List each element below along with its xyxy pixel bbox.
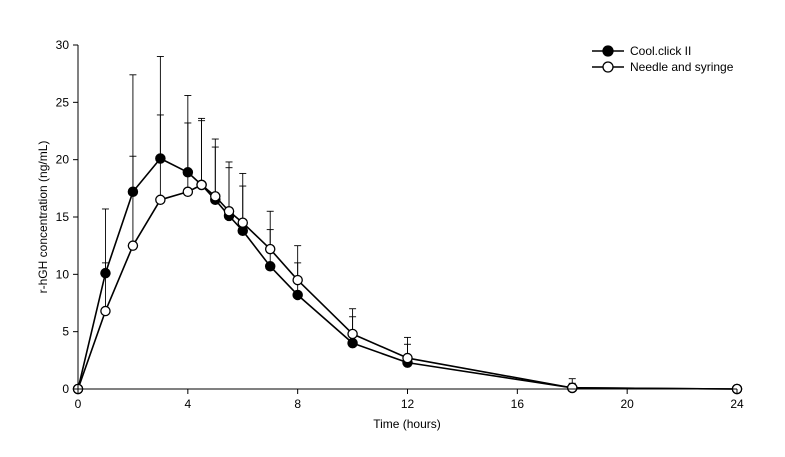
y-tick-label: 20: [56, 153, 70, 167]
x-tick-label: 8: [294, 397, 301, 411]
y-tick-label: 10: [56, 267, 70, 281]
data-point: [292, 289, 303, 301]
series-markers: [72, 153, 743, 395]
x-ticks: 0 4 8 12 16 20 24: [75, 389, 744, 411]
data-point: [223, 206, 235, 217]
data-point: [155, 194, 166, 206]
x-tick-label: 4: [184, 397, 191, 411]
legend-label-cool-click: Cool.click II: [630, 44, 691, 58]
data-point: [196, 179, 207, 191]
legend: Cool.click II Needle and syringe: [592, 44, 734, 74]
x-axis-label: Time (hours): [373, 417, 441, 431]
data-point: [182, 186, 194, 198]
x-tick-label: 16: [511, 397, 525, 411]
y-ticks: 0 5 10 15 20 25 30: [56, 38, 78, 396]
data-point: [347, 337, 358, 349]
data-point: [127, 186, 139, 198]
data-point: [100, 267, 111, 279]
data-point: [127, 240, 139, 251]
data-point: [155, 153, 166, 164]
y-axis-label: r-hGH concentration (ng/mL): [36, 141, 50, 294]
legend-marker-cool-click: [602, 45, 614, 57]
y-tick-label: 30: [56, 38, 70, 52]
x-tick-label: 24: [730, 397, 744, 411]
legend-label-needle-syringe: Needle and syringe: [630, 60, 734, 74]
x-tick-label: 0: [75, 397, 82, 411]
y-tick-label: 15: [56, 210, 70, 224]
x-tick-label: 20: [620, 397, 634, 411]
x-tick-label: 12: [401, 397, 415, 411]
data-point: [182, 167, 194, 178]
data-point: [210, 191, 221, 202]
data-point: [100, 305, 111, 317]
data-point: [237, 217, 248, 228]
legend-marker-needle-syringe: [602, 61, 614, 73]
data-point: [567, 382, 578, 394]
data-point: [264, 243, 276, 255]
error-bars: [101, 56, 576, 388]
data-point: [264, 261, 276, 272]
y-tick-label: 0: [62, 382, 69, 396]
y-tick-label: 5: [62, 325, 69, 339]
data-point: [347, 328, 358, 340]
data-point: [292, 274, 303, 286]
y-tick-label: 25: [56, 95, 70, 109]
data-point: [402, 352, 413, 364]
